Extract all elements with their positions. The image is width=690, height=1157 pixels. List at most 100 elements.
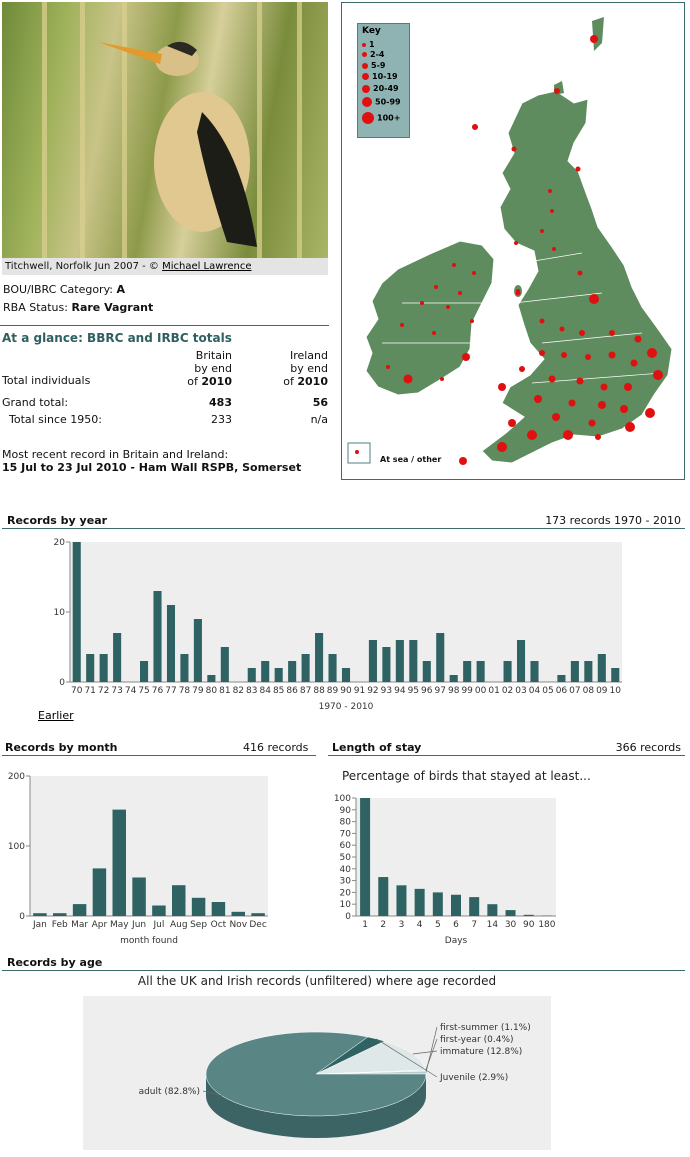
- bar: [113, 633, 122, 682]
- ireland-header-line: Ireland: [289, 349, 328, 362]
- x-tick-label: 01: [488, 686, 499, 696]
- key-item: 50-99: [362, 97, 401, 107]
- key-item: 2-4: [362, 50, 384, 59]
- x-tick-label: Sep: [190, 920, 207, 930]
- x-axis-label: Days: [445, 936, 468, 946]
- pie-label: Juvenile (2.9%): [439, 1073, 508, 1083]
- pie-label: immature (12.8%): [440, 1047, 522, 1057]
- x-tick-label: 75: [138, 686, 149, 696]
- bar: [191, 897, 206, 916]
- pie-label: first-year (0.4%): [440, 1035, 514, 1045]
- records-by-year-summary: 173 records 1970 - 2010: [545, 514, 681, 527]
- key-item-label: 10-19: [372, 72, 398, 81]
- plot-area: [70, 542, 622, 682]
- key-item: 20-49: [362, 84, 399, 93]
- bar: [153, 591, 162, 682]
- key-dot-icon: [362, 62, 368, 69]
- records-by-age-title: Records by age: [7, 956, 103, 969]
- ireland-column-header: Ireland by end of 2010: [262, 349, 328, 388]
- ireland-header-line: of: [283, 375, 294, 388]
- grand-total-britain: 483: [209, 396, 232, 409]
- bar: [487, 904, 498, 916]
- x-tick-label: 96: [421, 686, 433, 696]
- chart-title: All the UK and Irish records (unfiltered…: [138, 974, 496, 988]
- x-tick-label: 09: [596, 686, 608, 696]
- plot-area: [30, 776, 268, 916]
- x-tick-label: 1: [362, 920, 368, 930]
- x-tick-label: 92: [367, 686, 378, 696]
- key-item-label: 50-99: [375, 97, 401, 107]
- bar: [72, 542, 81, 682]
- y-tick-label: 80: [340, 818, 352, 828]
- key-dot-icon: [362, 73, 369, 80]
- x-tick-label: 94: [394, 686, 406, 696]
- bar: [231, 911, 245, 916]
- bar: [140, 661, 149, 682]
- rba-label: RBA Status:: [3, 301, 68, 314]
- x-axis-label: month found: [120, 936, 178, 946]
- x-tick-label: 10: [610, 686, 622, 696]
- bar: [409, 640, 418, 682]
- bar: [301, 654, 310, 682]
- bar: [396, 885, 407, 916]
- bar: [112, 809, 126, 916]
- bar: [72, 904, 87, 916]
- x-tick-label: Mar: [71, 920, 88, 930]
- category-value: A: [116, 283, 125, 296]
- divider: [2, 755, 316, 756]
- x-tick-label: 72: [98, 686, 109, 696]
- records-by-age-chart[interactable]: All the UK and Irish records (unfiltered…: [0, 972, 690, 1154]
- y-tick-label: 30: [340, 877, 352, 887]
- x-tick-label: 85: [273, 686, 284, 696]
- category-line: BOU/IBRC Category: A: [3, 283, 125, 296]
- x-tick-label: Aug: [170, 920, 188, 930]
- x-tick-label: 00: [475, 686, 487, 696]
- records-by-month-chart[interactable]: 0 100 200 Jan Feb Mar Apr May Jun Jul Aug Sep Oct Nov…: [0, 762, 320, 952]
- bar: [382, 647, 391, 682]
- x-tick-label: 82: [233, 686, 244, 696]
- bar: [341, 668, 351, 682]
- length-of-stay-summary: 366 records: [615, 741, 681, 754]
- photographer-link[interactable]: Michael Lawrence: [162, 261, 252, 272]
- key-dot-icon: [362, 42, 366, 47]
- distribution-map[interactable]: At sea / other: [341, 2, 685, 480]
- x-tick-label: 04: [529, 686, 541, 696]
- earlier-link[interactable]: Earlier: [38, 709, 74, 722]
- since-1950-label: Total since 1950:: [9, 413, 102, 426]
- x-tick-label: 99: [461, 686, 473, 696]
- x-tick-label: Jul: [152, 920, 164, 930]
- bar: [288, 661, 297, 682]
- length-of-stay-title: Length of stay: [332, 741, 422, 754]
- category-label: BOU/IBRC Category:: [3, 283, 113, 296]
- x-tick-label: 71: [84, 686, 95, 696]
- x-tick-label: 30: [505, 920, 517, 930]
- map-canvas: [347, 17, 673, 465]
- x-tick-label: 98: [448, 686, 460, 696]
- bar: [132, 877, 146, 916]
- x-tick-label: 2: [380, 920, 386, 930]
- divider: [2, 528, 685, 529]
- bar: [463, 661, 472, 682]
- x-tick-label: 06: [556, 686, 568, 696]
- bar: [451, 894, 461, 916]
- x-tick-label: 78: [179, 686, 191, 696]
- bar: [172, 885, 186, 916]
- bar: [414, 888, 425, 916]
- chart-title: Percentage of birds that stayed at least…: [342, 769, 591, 783]
- bar: [584, 661, 593, 682]
- since-1950-ireland: n/a: [310, 413, 328, 426]
- x-tick-label: 03: [515, 686, 526, 696]
- pie-slice: [205, 1031, 427, 1117]
- x-tick-label: 87: [300, 686, 311, 696]
- x-tick-label: 08: [583, 686, 595, 696]
- x-tick-label: 02: [502, 686, 513, 696]
- key-title: Key: [362, 26, 381, 36]
- ireland-year: 2010: [297, 375, 328, 388]
- key-item-label: 20-49: [373, 84, 399, 93]
- key-item: 10-19: [362, 72, 398, 81]
- pie-slice: [315, 1040, 426, 1075]
- x-tick-label: 74: [125, 686, 137, 696]
- bird-photo[interactable]: [2, 2, 328, 258]
